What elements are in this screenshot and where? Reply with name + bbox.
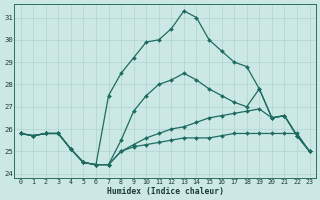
X-axis label: Humidex (Indice chaleur): Humidex (Indice chaleur) xyxy=(107,187,224,196)
